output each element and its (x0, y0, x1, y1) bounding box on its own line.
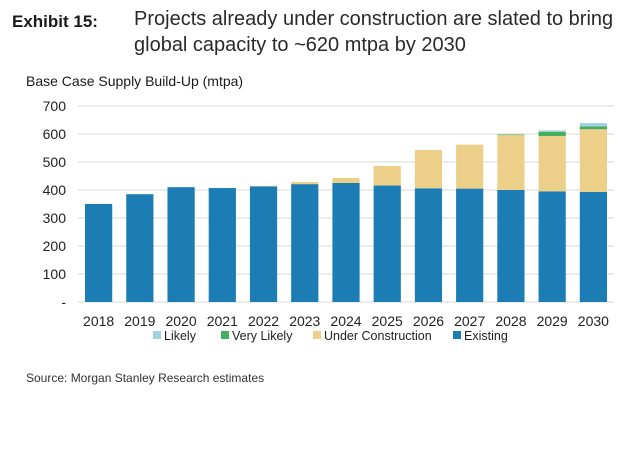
x-tick-label: 2019 (124, 313, 155, 329)
y-tick-label: 500 (43, 154, 67, 170)
bar-under-construction-2025 (373, 165, 401, 186)
bar-under-construction-2030 (579, 129, 607, 192)
y-axis: - 100 200 300 400 500 600 700 (43, 98, 67, 310)
bar-existing-2030 (579, 191, 607, 302)
exhibit-title: Projects already under construction are … (134, 8, 614, 56)
x-axis: 2018 2019 2020 2021 2022 2023 2024 2025 2026 2027… (83, 313, 609, 329)
legend-label: Very Likely (232, 329, 293, 343)
x-tick-label: 2028 (495, 313, 526, 329)
bar-existing-2028 (497, 190, 525, 302)
bar-very-likely-2030 (579, 126, 607, 130)
legend-swatch-likely (153, 331, 161, 339)
x-tick-label: 2024 (330, 313, 361, 329)
bar-existing-2019 (126, 194, 154, 302)
y-tick-label: 300 (43, 210, 67, 226)
bar-existing-2018 (85, 204, 113, 302)
bar-under-construction-2022 (249, 185, 278, 187)
bar-likely-2029 (538, 130, 566, 132)
y-tick-label: 200 (43, 238, 67, 254)
y-tick-label: 400 (43, 182, 67, 198)
bar-very-likely-2028 (497, 134, 525, 136)
y-tick-label: 600 (43, 126, 67, 142)
bar-under-construction-2023 (291, 181, 319, 185)
bar-existing-2024 (332, 183, 360, 302)
bar-under-construction-2024 (332, 177, 360, 183)
legend-swatch-existing (453, 331, 461, 339)
y-tick-label: 100 (43, 266, 67, 282)
bar-under-construction-2026 (414, 149, 443, 189)
bar-under-construction-2027 (456, 144, 484, 189)
bar-under-construction-2028 (497, 135, 525, 190)
bar-existing-2027 (456, 188, 484, 302)
x-tick-label: 2022 (248, 313, 279, 329)
bar-under-construction-2029 (538, 135, 566, 192)
y-tick-label: 700 (43, 98, 67, 114)
legend: Likely Very Likely Under Construction Exist… (153, 329, 508, 343)
legend-label: Under Construction (324, 329, 432, 343)
chart-title: Base Case Supply Build-Up (mtpa) (26, 73, 244, 89)
bar-likely-2030 (579, 123, 607, 127)
exhibit-label: Exhibit 15: (12, 12, 98, 31)
x-tick-label: 2030 (578, 313, 609, 329)
bar-existing-2022 (249, 186, 278, 302)
bar-existing-2029 (538, 191, 566, 302)
x-tick-label: 2026 (413, 313, 444, 329)
bar-very-likely-2029 (538, 131, 566, 136)
bar-existing-2020 (167, 187, 195, 302)
bars (85, 123, 607, 302)
x-tick-label: 2025 (372, 313, 403, 329)
x-tick-label: 2021 (207, 313, 238, 329)
x-tick-label: 2027 (454, 313, 485, 329)
bar-existing-2025 (373, 185, 401, 302)
legend-label: Existing (464, 329, 508, 343)
x-tick-label: 2023 (289, 313, 320, 329)
bar-existing-2023 (291, 184, 319, 302)
bar-existing-2026 (414, 188, 443, 302)
x-tick-label: 2020 (165, 313, 196, 329)
legend-swatch-very-likely (221, 331, 229, 339)
bar-existing-2021 (208, 188, 236, 302)
legend-swatch-under-construction (313, 331, 321, 339)
x-tick-label: 2029 (537, 313, 568, 329)
x-tick-label: 2018 (83, 313, 114, 329)
y-tick-label: - (61, 294, 66, 310)
legend-label: Likely (164, 329, 197, 343)
source-note: Source: Morgan Stanley Research estimate… (26, 371, 265, 385)
